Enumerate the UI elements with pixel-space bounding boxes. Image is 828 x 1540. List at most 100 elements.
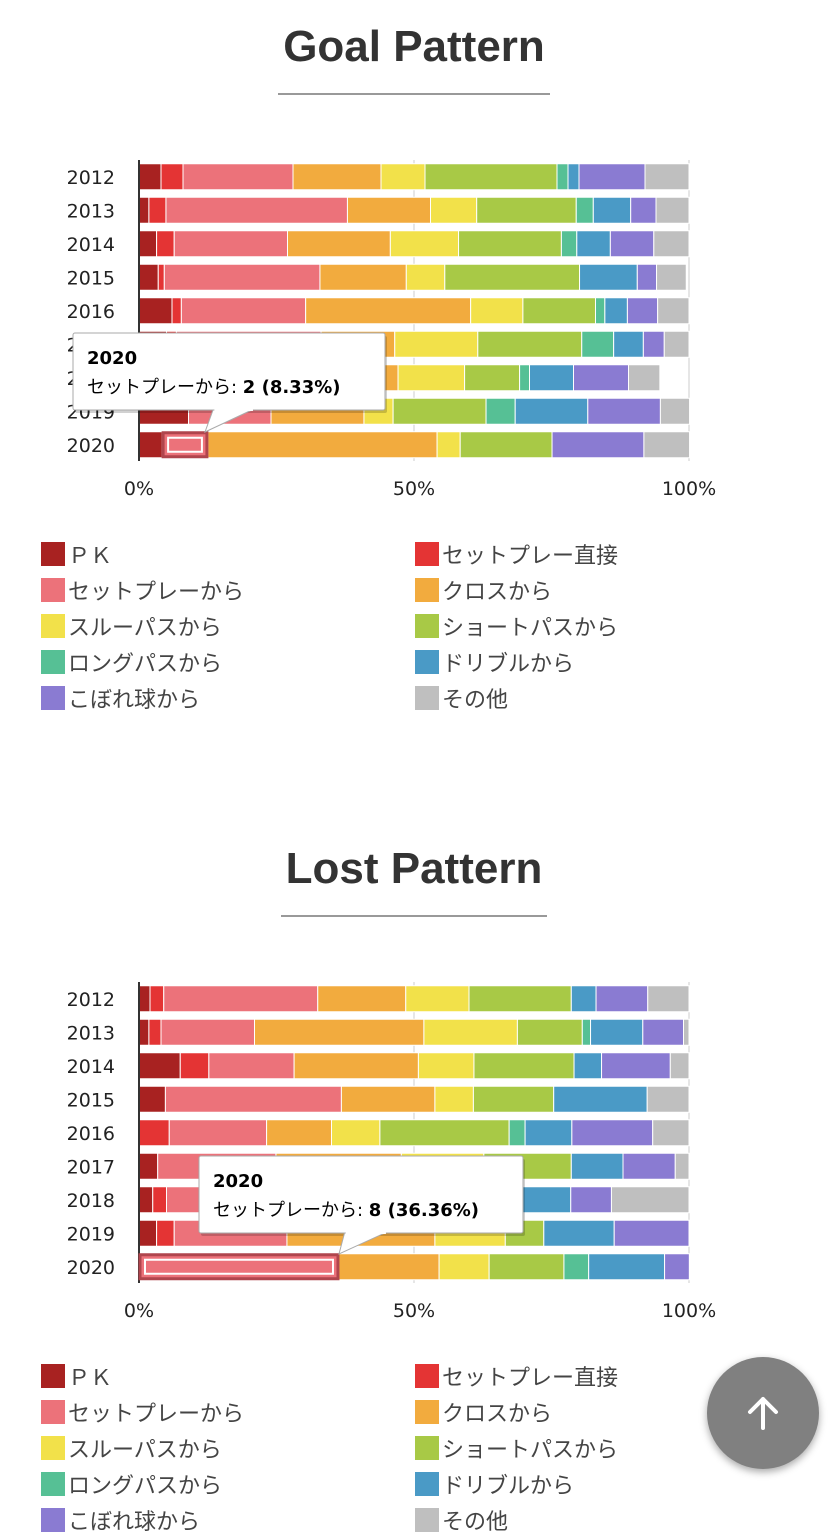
bar-segment[interactable] (138, 985, 151, 1013)
bar-segment[interactable] (551, 431, 645, 459)
bar-segment[interactable] (180, 297, 307, 325)
bar-segment[interactable] (438, 1253, 490, 1281)
bar-segment[interactable] (424, 163, 558, 191)
bar-segment[interactable] (138, 1085, 166, 1113)
bar-segment[interactable] (571, 1119, 654, 1147)
bar-segment[interactable] (563, 1253, 590, 1281)
bar-segment[interactable] (622, 1152, 676, 1180)
bar-segment[interactable] (543, 1219, 615, 1247)
bar-segment[interactable] (659, 397, 691, 425)
legend-item[interactable]: ショートパスから (415, 611, 618, 641)
bar-segment[interactable] (636, 263, 658, 291)
bar-segment[interactable] (292, 163, 382, 191)
bar-segment[interactable] (138, 1219, 158, 1247)
bar-segment[interactable] (138, 1052, 181, 1080)
legend-item[interactable]: ＰＫ (41, 1361, 112, 1391)
bar-segment[interactable] (485, 397, 516, 425)
bar-segment[interactable] (379, 1119, 510, 1147)
bar-segment[interactable] (595, 297, 606, 325)
bar-segment[interactable] (293, 1052, 419, 1080)
bar-segment[interactable] (331, 1119, 381, 1147)
bar-segment[interactable] (488, 1253, 565, 1281)
bar-segment[interactable] (430, 196, 478, 224)
bar-segment[interactable] (581, 1018, 592, 1046)
bar-segment[interactable] (338, 1253, 440, 1281)
bar-segment[interactable] (581, 330, 615, 358)
bar-segment[interactable] (683, 1018, 690, 1046)
bar-segment[interactable] (168, 1119, 268, 1147)
legend-item[interactable]: セットプレーから (41, 1397, 244, 1427)
scroll-to-top-button[interactable] (707, 1357, 819, 1469)
bar-segment[interactable] (610, 1186, 690, 1214)
bar-segment[interactable] (138, 230, 158, 258)
legend-item[interactable]: スルーパスから (41, 611, 222, 641)
bar-segment[interactable] (389, 230, 460, 258)
bar-segment[interactable] (516, 1018, 583, 1046)
bar-segment[interactable] (179, 1052, 210, 1080)
bar-segment[interactable] (643, 431, 691, 459)
bar-segment[interactable] (161, 431, 209, 459)
bar-segment[interactable] (470, 297, 524, 325)
legend-item[interactable]: クロスから (415, 1397, 552, 1427)
bar-segment[interactable] (148, 196, 167, 224)
legend-item[interactable]: ロングパスから (41, 647, 222, 677)
bar-segment[interactable] (674, 1152, 690, 1180)
bar-segment[interactable] (652, 1119, 690, 1147)
bar-segment[interactable] (601, 1052, 671, 1080)
bar-segment[interactable] (472, 1085, 555, 1113)
bar-segment[interactable] (157, 263, 165, 291)
bar-segment[interactable] (208, 1052, 295, 1080)
bar-segment[interactable] (434, 1085, 474, 1113)
legend-item[interactable]: こぼれ球から (41, 683, 200, 713)
bar-segment[interactable] (436, 431, 461, 459)
bar-segment[interactable] (628, 364, 661, 392)
bar-segment[interactable] (380, 163, 426, 191)
legend-item[interactable]: その他 (415, 683, 508, 713)
bar-segment[interactable] (173, 230, 288, 258)
bar-segment[interactable] (576, 230, 611, 258)
bar-segment[interactable] (423, 1018, 518, 1046)
bar-segment[interactable] (573, 364, 629, 392)
legend-item[interactable]: スルーパスから (41, 1433, 222, 1463)
legend-item[interactable]: ロングパスから (41, 1469, 222, 1499)
bar-segment[interactable] (156, 1219, 175, 1247)
bar-segment[interactable] (163, 985, 319, 1013)
bar-segment[interactable] (346, 196, 432, 224)
bar-segment[interactable] (570, 1186, 612, 1214)
bar-segment[interactable] (592, 196, 632, 224)
bar-segment[interactable] (405, 263, 446, 291)
bar-segment[interactable] (305, 297, 472, 325)
bar-segment[interactable] (164, 1085, 342, 1113)
legend-item[interactable]: その他 (415, 1505, 508, 1535)
bar-segment[interactable] (626, 297, 659, 325)
bar-segment[interactable] (444, 263, 581, 291)
bar-segment[interactable] (458, 230, 562, 258)
legend-item[interactable]: ドリブルから (415, 1469, 574, 1499)
bar-segment[interactable] (663, 330, 690, 358)
bar-segment[interactable] (171, 297, 182, 325)
bar-segment[interactable] (575, 196, 594, 224)
bar-segment[interactable] (656, 263, 687, 291)
bar-segment[interactable] (646, 1085, 690, 1113)
bar-segment[interactable] (560, 230, 578, 258)
bar-segment[interactable] (138, 431, 163, 459)
bar-segment[interactable] (477, 330, 583, 358)
bar-segment[interactable] (394, 330, 479, 358)
bar-segment[interactable] (138, 163, 162, 191)
bar-segment[interactable] (152, 1186, 167, 1214)
bar-segment[interactable] (476, 196, 577, 224)
bar-segment[interactable] (664, 1253, 690, 1281)
bar-segment[interactable] (287, 230, 391, 258)
legend-item[interactable]: ＰＫ (41, 539, 112, 569)
bar-segment[interactable] (613, 1219, 690, 1247)
legend-item[interactable]: セットプレー直接 (415, 1361, 618, 1391)
bar-segment[interactable] (148, 1018, 162, 1046)
bar-segment[interactable] (138, 1018, 150, 1046)
bar-segment[interactable] (669, 1052, 690, 1080)
bar-segment[interactable] (473, 1052, 575, 1080)
bar-segment[interactable] (138, 1119, 170, 1147)
bar-segment[interactable] (590, 1018, 644, 1046)
bar-segment[interactable] (319, 263, 407, 291)
bar-segment[interactable] (573, 1052, 603, 1080)
bar-segment[interactable] (160, 1018, 255, 1046)
